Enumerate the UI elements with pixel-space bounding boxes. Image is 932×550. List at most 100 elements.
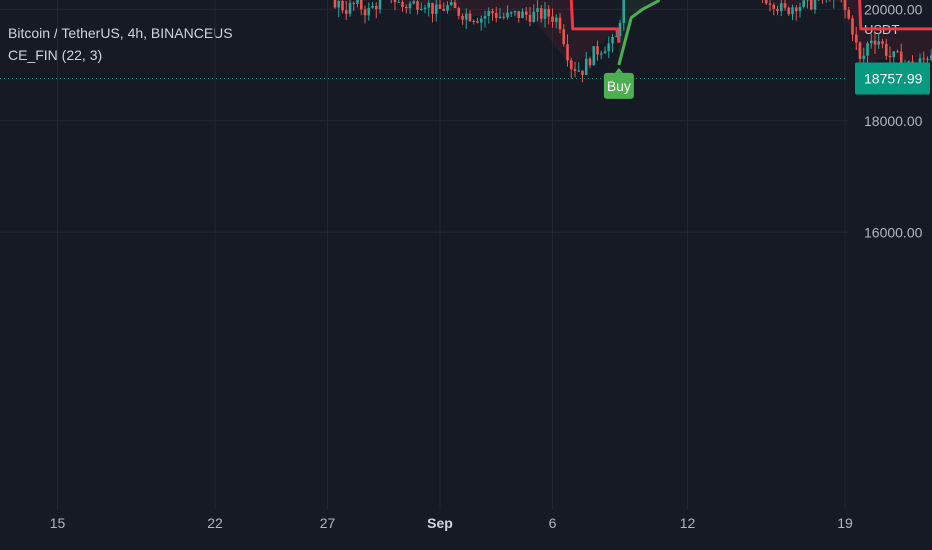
candle-body [509,12,513,14]
candle-body [333,0,337,8]
candle-body [596,46,599,55]
candle-body [566,44,569,61]
candle-body [873,40,877,45]
candle-body [431,2,434,14]
candle-body [929,55,932,60]
candle-body [851,18,854,35]
candle-body [528,14,532,22]
candle-body [899,51,903,67]
time-tick: 15 [50,515,66,531]
time-tick: Sep [427,515,453,531]
time-tick: 22 [207,515,223,531]
candle-body [603,51,607,54]
candle-body [584,58,588,75]
candle-body [453,2,457,8]
candle-body [787,7,791,15]
candle-body [513,11,517,13]
time-tick: 27 [320,515,336,531]
time-tick: 19 [837,515,853,531]
candle-body [397,1,401,3]
candle-body [356,0,359,4]
candle-body [434,4,438,14]
candle-body [881,41,884,44]
candle-body [869,40,873,44]
candle-body [419,8,423,10]
candle-body [764,0,768,4]
time-tick: 12 [680,515,696,531]
long-stop-fill [618,0,659,66]
candle-body [892,51,896,58]
candle-body [442,8,446,11]
chandelier-lines [569,0,932,66]
candle-body [802,0,806,7]
symbol-title[interactable]: Bitcoin / TetherUS, 4h, BINANCEUS [8,25,233,41]
candle-body [521,11,524,19]
candle-body [907,61,911,63]
candle-body [487,11,491,17]
candle-body [588,58,592,66]
candle-body [607,43,611,52]
price-tick: 18000.00 [864,113,923,129]
candle-body [449,2,453,5]
candle-body [877,41,881,45]
candle-body [464,13,468,20]
time-axis: 152227Sep6121924 [50,515,853,531]
short-stop-fill [335,0,619,67]
candle-body [416,1,419,10]
grid [0,0,848,510]
candle-body [491,11,494,13]
candle-body [374,6,378,10]
candle-body [611,36,614,44]
candle-body [794,7,798,12]
candle-body [461,15,464,20]
candle-body [524,11,528,15]
candle-body [581,70,584,75]
candle-body [457,7,461,16]
candle-body [569,60,573,70]
candle-body [896,51,899,53]
candle-body [423,7,427,9]
candle-body [554,17,558,22]
candle-body [551,16,554,22]
candle-body [918,58,922,66]
candle-body [922,58,926,60]
candle-body [592,46,596,66]
short-stop-line [858,0,932,31]
candle-body [363,9,367,16]
candle-body [494,12,498,18]
candle-body [344,10,348,14]
candle-body [858,42,862,60]
candle-body [401,1,404,7]
candle-body [618,23,622,37]
candle-body [483,16,487,19]
candle-body [359,0,363,10]
short-stop-fill [769,0,932,68]
last-price-badge[interactable]: 18757.99 [855,62,930,95]
candle-body [371,6,374,8]
long-stop-line [617,0,661,66]
last-price-value: 18757.99 [864,71,923,87]
candle-body [476,21,479,23]
candle-body [502,16,506,18]
candle-body [479,18,483,23]
candle-body [547,8,551,17]
candle-body [888,55,892,58]
candle-body [573,69,577,72]
price-axis: 16000.0018000.0020000.0022000.0024000.00… [864,1,923,240]
candle-body [539,8,543,19]
candle-body [622,0,626,24]
candle-body [404,6,408,9]
candle-body [348,2,352,14]
candle-body [772,4,776,9]
candle-body [532,11,536,22]
candle-body [472,21,476,23]
candle-body [809,0,813,10]
candle-body [446,4,449,11]
stop-fills [335,0,932,68]
candle-body [866,43,869,56]
buy-signal [603,72,634,99]
price-tick: 20000.00 [864,1,923,17]
indicator-title[interactable]: CE_FIN (22, 3) [8,47,103,63]
candle-body [468,13,472,22]
